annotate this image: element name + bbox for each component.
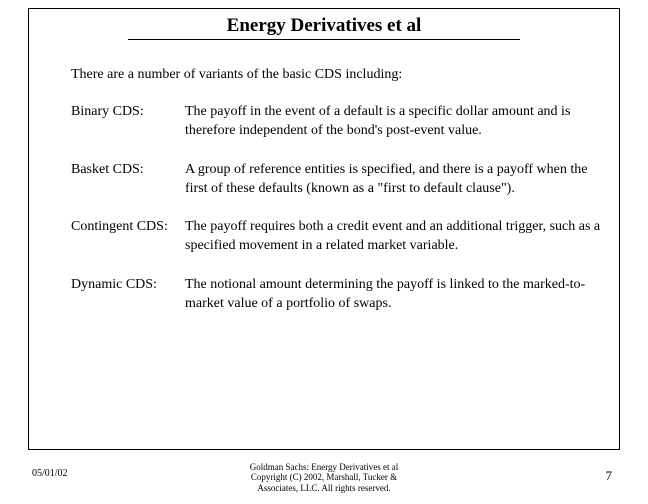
definition-row: Basket CDS: A group of reference entitie… xyxy=(71,161,605,199)
footer-page-number: 7 xyxy=(606,468,613,484)
definition-row: Dynamic CDS: The notional amount determi… xyxy=(71,276,605,314)
term-definition: A group of reference entities is specifi… xyxy=(185,161,605,199)
term-label: Dynamic CDS: xyxy=(71,276,185,314)
title-wrap: Energy Derivatives et al xyxy=(29,9,619,40)
term-definition: The payoff in the event of a default is … xyxy=(185,103,605,141)
term-label: Binary CDS: xyxy=(71,103,185,141)
term-label: Basket CDS: xyxy=(71,161,185,199)
definition-row: Binary CDS: The payoff in the event of a… xyxy=(71,103,605,141)
footer-line: Associates, LLC. All rights reserved. xyxy=(0,483,648,493)
intro-text: There are a number of variants of the ba… xyxy=(71,66,605,85)
footer-line: Goldman Sachs: Energy Derivatives et al xyxy=(0,462,648,472)
slide: Energy Derivatives et al There are a num… xyxy=(0,0,648,504)
slide-title: Energy Derivatives et al xyxy=(128,15,520,40)
term-definition: The payoff requires both a credit event … xyxy=(185,218,605,256)
content-area: There are a number of variants of the ba… xyxy=(29,40,619,314)
definition-row: Contingent CDS: The payoff requires both… xyxy=(71,218,605,256)
footer-line: Copyright (C) 2002, Marshall, Tucker & xyxy=(0,472,648,482)
footer: 05/01/02 Goldman Sachs: Energy Derivativ… xyxy=(0,462,648,496)
footer-copyright: Goldman Sachs: Energy Derivatives et al … xyxy=(0,462,648,493)
term-definition: The notional amount determining the payo… xyxy=(185,276,605,314)
term-label: Contingent CDS: xyxy=(71,218,185,256)
slide-frame: Energy Derivatives et al There are a num… xyxy=(28,8,620,450)
